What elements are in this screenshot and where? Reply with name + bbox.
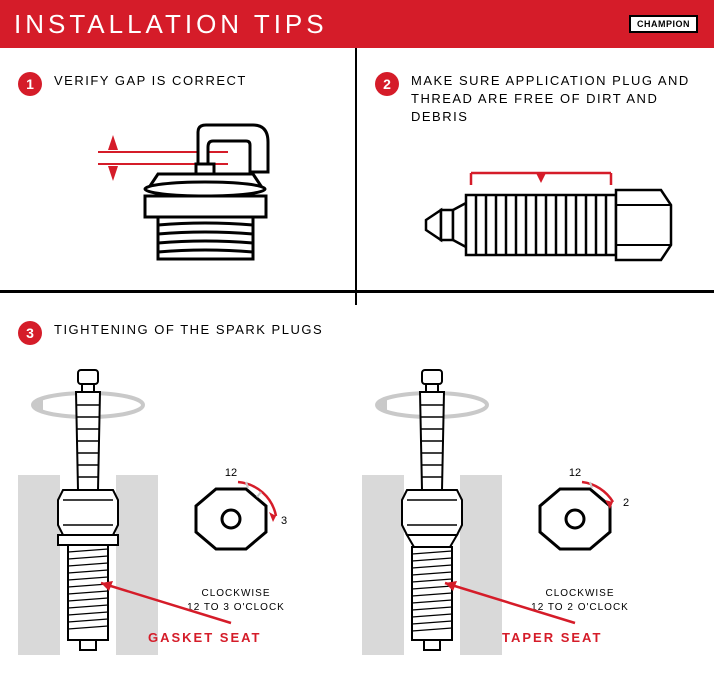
gasket-seat-section: 12 3 CLOCKWISE 12 TO 3 O'CLOCK	[18, 365, 352, 655]
gasket-dial: 12 3 CLOCKWISE 12 TO 3 O'CLOCK	[176, 464, 296, 655]
gap-diagram	[18, 114, 337, 264]
tightening-diagrams: 12 3 CLOCKWISE 12 TO 3 O'CLOCK	[18, 365, 696, 655]
brand-logo: CHAMPION	[629, 15, 698, 33]
step-3-text: TIGHTENING OF THE SPARK PLUGS	[54, 321, 323, 339]
taper-seat-section: 12 2 CLOCKWISE 12 TO 2 O'CLOCK	[362, 365, 696, 655]
step-1-header: 1 VERIFY GAP IS CORRECT	[18, 72, 337, 96]
step-2-header: 2 MAKE SURE APPLICATION PLUG AND THREAD …	[375, 72, 696, 127]
step-2-text: MAKE SURE APPLICATION PLUG AND THREAD AR…	[411, 72, 696, 127]
step-3-number: 3	[18, 321, 42, 345]
step-1-panel: 1 VERIFY GAP IS CORRECT	[0, 48, 357, 305]
step-2-number: 2	[375, 72, 399, 96]
tick-2: 2	[623, 497, 629, 509]
tick-3: 3	[281, 515, 287, 527]
gasket-seat-label: GASKET SEAT	[148, 630, 262, 645]
step-3-panel: 3 TIGHTENING OF THE SPARK PLUGS	[0, 293, 714, 665]
step-1-number: 1	[18, 72, 42, 96]
tick-12: 12	[569, 467, 581, 479]
header-bar: INSTALLATION TIPS CHAMPION	[0, 0, 714, 48]
taper-dial: 12 2 CLOCKWISE 12 TO 2 O'CLOCK	[520, 464, 640, 655]
tick-12: 12	[225, 467, 237, 479]
step-2-panel: 2 MAKE SURE APPLICATION PLUG AND THREAD …	[357, 48, 714, 305]
top-row: 1 VERIFY GAP IS CORRECT	[0, 48, 714, 293]
step-3-header: 3 TIGHTENING OF THE SPARK PLUGS	[18, 321, 696, 345]
taper-seat-label: TAPER SEAT	[502, 630, 602, 645]
thread-diagram	[375, 145, 696, 295]
page-title: INSTALLATION TIPS	[14, 9, 328, 40]
step-1-text: VERIFY GAP IS CORRECT	[54, 72, 247, 90]
